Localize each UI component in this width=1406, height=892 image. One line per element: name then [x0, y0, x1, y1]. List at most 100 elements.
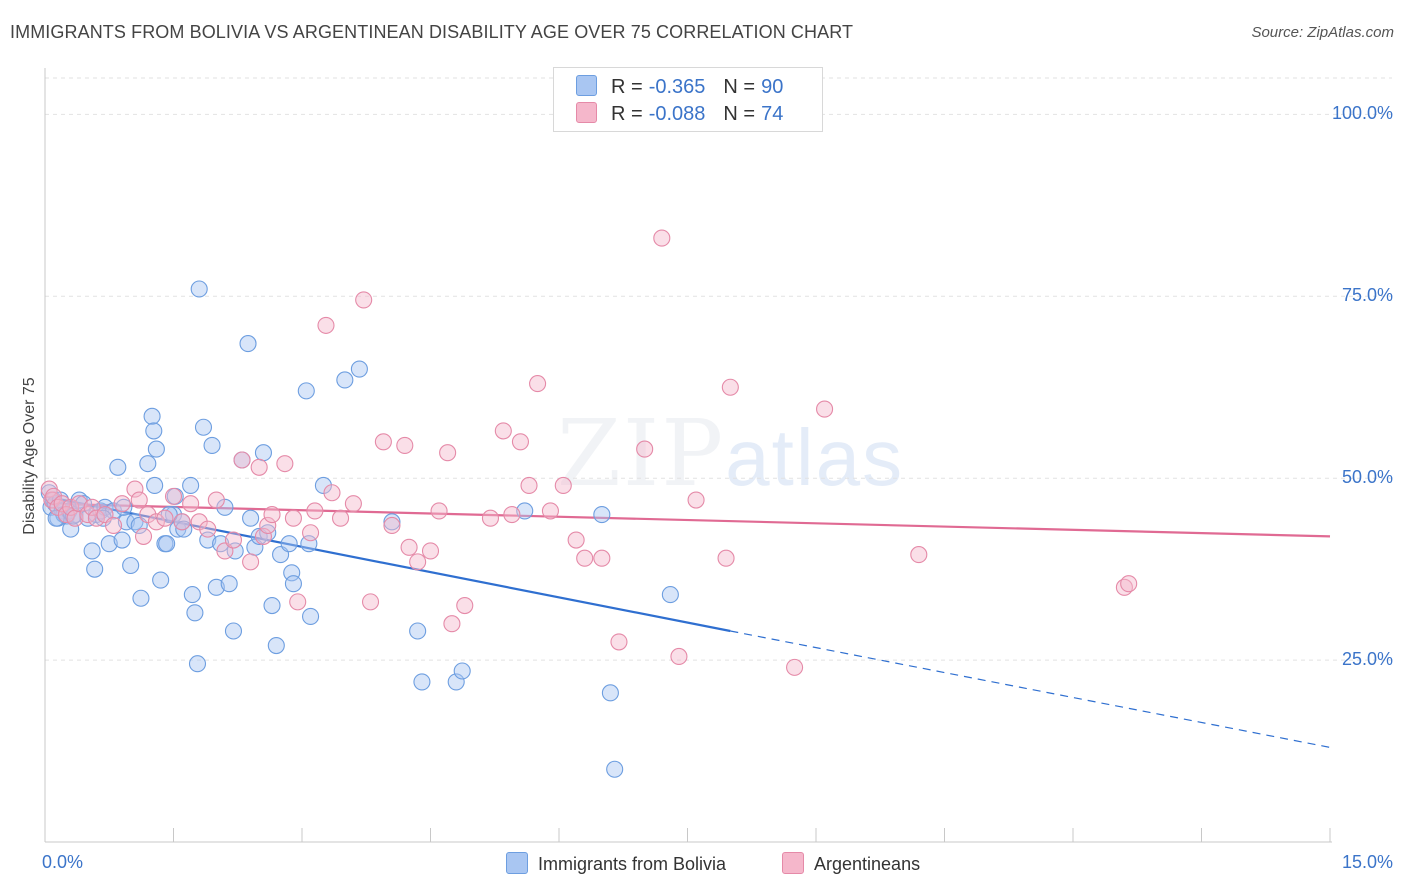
gridlines — [45, 77, 1392, 661]
point-argentineans — [687, 491, 705, 509]
trend-line-bolivia — [44, 495, 731, 633]
point-argentineans — [130, 491, 148, 509]
point-bolivia — [297, 382, 315, 400]
point-argentineans — [670, 647, 688, 666]
bottom-legend-swatch-bolivia — [506, 852, 528, 874]
point-argentineans — [53, 495, 71, 513]
point-argentineans — [306, 502, 324, 520]
x-tick-label-min: 0.0% — [42, 852, 84, 872]
point-bolivia — [350, 360, 368, 378]
point-argentineans — [511, 433, 530, 451]
point-argentineans — [83, 498, 101, 516]
point-bolivia — [216, 498, 234, 516]
x-tick-label-max: 15.0% — [1341, 852, 1393, 872]
point-bolivia — [188, 655, 207, 673]
point-argentineans — [409, 553, 427, 571]
point-bolivia — [302, 607, 320, 625]
bottom-legend-argentineans: Argentineans — [782, 852, 920, 875]
point-argentineans — [45, 487, 63, 505]
point-argentineans — [302, 524, 320, 542]
point-argentineans — [816, 400, 834, 418]
point-argentineans — [289, 593, 307, 611]
point-bolivia — [601, 684, 619, 702]
point-argentineans — [503, 506, 521, 524]
correlation-legend: R = -0.365 N = 90 R = -0.088 N = 74 — [553, 67, 823, 132]
watermark: ZIPatlas — [557, 400, 904, 507]
point-bolivia — [109, 458, 127, 476]
point-argentineans — [636, 440, 654, 458]
point-bolivia — [314, 476, 332, 495]
point-bolivia — [606, 760, 624, 778]
point-argentineans — [439, 444, 457, 462]
point-argentineans — [113, 495, 131, 513]
trend-line-argentineans — [44, 502, 1331, 538]
bottom-legend-label-bolivia: Immigrants from Bolivia — [538, 854, 727, 874]
point-bolivia — [207, 578, 225, 596]
point-bolivia — [284, 575, 302, 593]
point-argentineans — [554, 476, 572, 495]
point-argentineans — [263, 506, 281, 524]
point-argentineans — [284, 509, 302, 527]
point-argentineans — [259, 516, 277, 535]
point-bolivia — [220, 575, 238, 593]
point-bolivia — [300, 535, 318, 553]
bottom-legend-swatch-argentineans — [782, 852, 804, 874]
legend-r-label: R = — [611, 103, 643, 125]
bottom-legend-label-argentineans: Argentineans — [814, 854, 921, 874]
point-bolivia — [145, 422, 163, 440]
point-argentineans — [1120, 575, 1138, 593]
point-bolivia — [661, 586, 679, 604]
point-bolivia — [79, 509, 97, 527]
point-argentineans — [374, 433, 392, 451]
point-argentineans — [323, 484, 341, 502]
point-argentineans — [62, 498, 80, 516]
point-bolivia — [447, 673, 465, 691]
point-argentineans — [456, 596, 474, 615]
y-tick-label: 50.0% — [1341, 467, 1393, 488]
point-argentineans — [396, 436, 414, 454]
point-argentineans — [276, 455, 294, 473]
point-bolivia — [224, 622, 243, 640]
point-bolivia — [516, 502, 534, 520]
point-bolivia — [203, 436, 221, 454]
point-bolivia — [453, 662, 471, 680]
point-bolivia — [122, 556, 140, 575]
axes — [44, 68, 1332, 843]
point-bolivia — [239, 335, 257, 353]
point-argentineans — [593, 549, 611, 567]
point-argentineans — [529, 375, 547, 393]
point-argentineans — [87, 509, 105, 527]
point-bolivia — [182, 476, 200, 495]
point-argentineans — [361, 593, 380, 611]
point-bolivia — [413, 673, 431, 691]
legend-row-argentineans: R = -0.088 N = 74 — [576, 102, 783, 126]
point-argentineans — [400, 538, 418, 556]
bottom-legend-bolivia: Immigrants from Bolivia — [506, 852, 726, 875]
point-argentineans — [207, 491, 225, 509]
point-bolivia — [186, 604, 204, 622]
point-bolivia — [226, 542, 244, 560]
point-argentineans — [164, 487, 183, 505]
point-argentineans — [134, 527, 153, 545]
watermark-atlas: atlas — [725, 413, 905, 502]
point-argentineans — [430, 502, 448, 520]
point-bolivia — [146, 476, 164, 495]
point-bolivia — [190, 280, 208, 298]
point-argentineans — [224, 531, 243, 549]
point-argentineans — [421, 542, 440, 560]
point-bolivia — [280, 535, 298, 553]
point-bolivia — [158, 535, 176, 553]
point-argentineans — [541, 502, 559, 520]
legend-n-value-bolivia: 90 — [761, 76, 784, 98]
point-argentineans — [721, 378, 739, 396]
point-bolivia — [83, 542, 101, 560]
point-bolivia — [242, 509, 260, 527]
point-argentineans — [786, 658, 804, 676]
point-bolivia — [183, 586, 201, 604]
legend-r-label: R = — [611, 76, 643, 98]
legend-r-value-argentineans: -0.088 — [648, 103, 706, 125]
data-points — [40, 229, 1138, 778]
legend-r-value-bolivia: -0.365 — [648, 76, 706, 98]
point-argentineans — [383, 516, 401, 535]
